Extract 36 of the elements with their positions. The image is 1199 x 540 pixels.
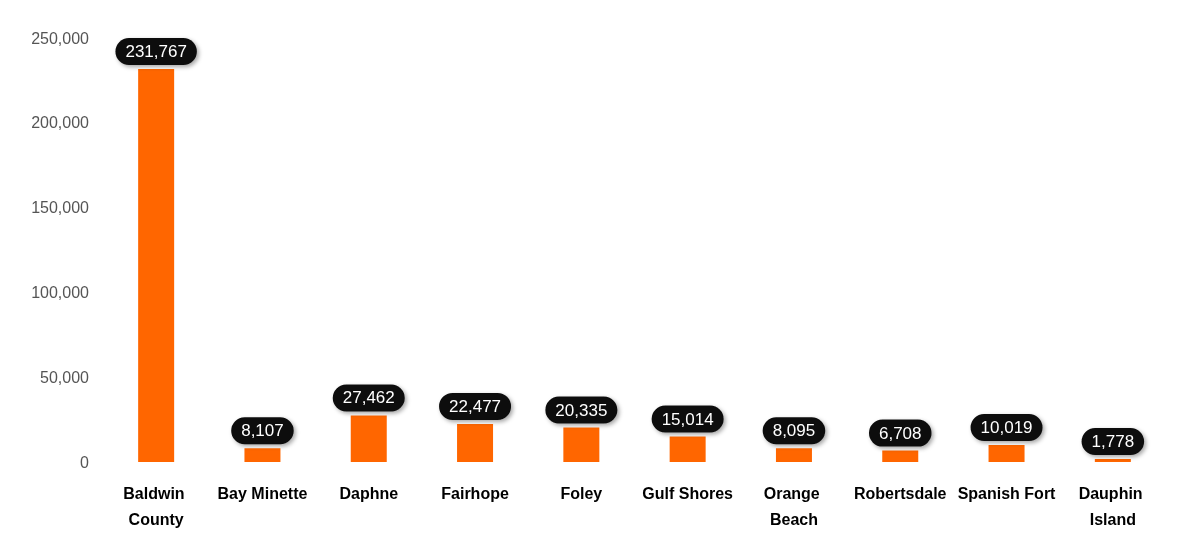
x-tick-label: Gulf Shores — [642, 484, 734, 502]
data-label: 6,708 — [878, 423, 922, 443]
data-label: 15,014 — [661, 409, 714, 429]
data-label: 27,462 — [342, 388, 395, 408]
bar — [350, 415, 387, 462]
data-label: 10,019 — [980, 418, 1033, 438]
y-tick-label: 0 — [80, 453, 90, 471]
bar — [1094, 458, 1131, 462]
data-label: 1,778 — [1091, 431, 1135, 451]
bar — [882, 450, 919, 462]
x-tick-label: Foley — [560, 484, 603, 502]
bar — [138, 68, 175, 462]
x-tick-label: Orange Beach — [763, 484, 825, 528]
y-tick-label: 50,000 — [40, 368, 90, 386]
data-label: 231,767 — [125, 41, 187, 61]
bar — [988, 445, 1025, 462]
data-label: 20,335 — [555, 400, 608, 420]
bar — [775, 448, 812, 462]
data-label: 8,095 — [772, 421, 816, 441]
x-tick-label: Spanish Fort — [957, 484, 1057, 502]
x-tick-label: Robertsdale — [854, 484, 947, 502]
bar — [563, 427, 600, 462]
y-tick-label: 200,000 — [31, 114, 90, 132]
x-tick-label: Daphne — [339, 484, 399, 502]
bar — [244, 448, 281, 462]
y-tick-label: 150,000 — [31, 199, 90, 217]
data-label: 8,107 — [241, 421, 284, 441]
x-tick-label: Dauphin Island — [1078, 484, 1148, 528]
bar — [457, 423, 494, 462]
x-tick-label: Fairhope — [441, 484, 509, 502]
bar — [669, 436, 706, 462]
x-tick-label: Baldwin County — [123, 484, 190, 528]
y-tick-label: 100,000 — [31, 283, 90, 301]
y-tick-label: 250,000 — [31, 29, 90, 47]
data-label: 22,477 — [449, 396, 502, 416]
x-tick-label: Bay Minette — [217, 484, 308, 502]
